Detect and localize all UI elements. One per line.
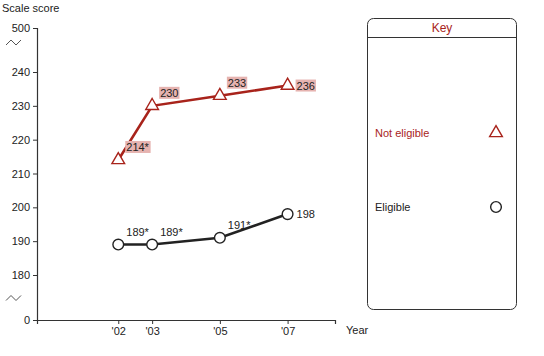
data-label-bg	[125, 226, 150, 238]
x-tick: '05	[213, 320, 227, 337]
legend-marker	[491, 202, 502, 213]
y-tick-label: 190	[12, 235, 30, 247]
y-tick-mark	[33, 241, 37, 242]
x-axis-line	[38, 321, 336, 325]
y-tick-label: 200	[12, 201, 30, 213]
y-tick-mark	[33, 106, 37, 107]
y-tick-label: 210	[12, 168, 30, 180]
y-tick-label: 220	[12, 134, 30, 146]
legend-label: Eligible	[375, 201, 410, 213]
series-line	[118, 214, 287, 244]
data-label: 198	[297, 208, 315, 220]
data-label: 236	[297, 80, 315, 92]
y-tick: 180	[12, 269, 37, 281]
data-label: 191*	[228, 219, 251, 231]
x-tick-label: '05	[213, 325, 227, 337]
y-tick: 200	[12, 201, 37, 213]
x-tick-mark	[220, 320, 221, 324]
y-tick-mark	[33, 72, 37, 73]
data-label-bg	[125, 141, 150, 153]
x-tick-mark	[118, 320, 119, 324]
data-label-group: 189*	[159, 226, 184, 238]
data-label-group: 191*	[227, 219, 252, 231]
y-tick: 230	[12, 100, 37, 112]
x-tick-label: '03	[145, 325, 159, 337]
data-label: 233	[228, 77, 246, 89]
data-label: 189*	[126, 226, 149, 238]
data-label: 230	[160, 87, 178, 99]
axis-break	[6, 40, 21, 45]
x-tick: '03	[145, 320, 159, 337]
data-label-bg	[296, 208, 316, 220]
y-tick: 190	[12, 235, 37, 247]
axis-break	[6, 296, 21, 301]
y-tick-label: 230	[12, 100, 30, 112]
y-tick-mark	[33, 207, 37, 208]
y-tick-label: 500	[12, 22, 30, 34]
x-tick-label: '02	[112, 325, 126, 337]
data-label-group: 230	[159, 87, 179, 99]
legend-label: Not eligible	[375, 127, 429, 139]
chart: 0 180 190 200 210 220 230 240 500 '02 '03 '05 '07 Sca…	[0, 0, 544, 356]
data-labels: 214* 230 233 236 189* 189* 191* 198	[125, 77, 316, 238]
x-axis-title: Year	[346, 324, 369, 336]
series-point	[113, 239, 124, 250]
legend-marker	[490, 126, 503, 137]
plot-marks	[112, 78, 294, 250]
y-tick-mark	[33, 140, 37, 141]
data-label-bg	[296, 80, 316, 92]
y-tick: 240	[12, 66, 37, 78]
y-tick-mark	[33, 320, 37, 321]
data-label-bg	[227, 219, 252, 231]
series-point	[215, 232, 226, 243]
data-label: 189*	[160, 226, 183, 238]
series-point	[281, 78, 294, 89]
series-point	[146, 98, 159, 109]
x-tick: '02	[112, 320, 126, 337]
data-label-group: 236	[296, 80, 316, 92]
series-point	[282, 209, 293, 220]
data-label-bg	[159, 226, 184, 238]
legend-divider	[368, 37, 517, 38]
x-tick-label: '07	[281, 325, 295, 337]
x-tick: '07	[281, 320, 295, 337]
y-tick-label: 180	[12, 269, 30, 281]
y-tick: 0	[24, 314, 37, 326]
y-tick: 500	[12, 22, 37, 34]
x-tick-mark	[152, 320, 153, 324]
legend: Key Not eligible Eligible	[368, 19, 517, 310]
y-tick: 210	[12, 168, 37, 180]
y-tick: 220	[12, 134, 37, 146]
data-label-bg	[227, 77, 247, 89]
x-axis: '02 '03 '05 '07	[38, 320, 336, 337]
y-axis-title: Scale score	[2, 2, 59, 14]
y-tick-mark	[33, 28, 37, 29]
data-label-group: 214*	[125, 141, 150, 153]
y-axis: 0 180 190 200 210 220 230 240 500	[12, 22, 38, 326]
y-tick-mark	[33, 275, 37, 276]
y-tick-label: 240	[12, 66, 30, 78]
legend-title: Key	[432, 21, 453, 35]
series-point	[214, 88, 227, 99]
data-label: 214*	[126, 141, 149, 153]
y-axis-line	[33, 29, 38, 321]
data-label-group: 189*	[125, 226, 150, 238]
legend-frame	[368, 19, 517, 310]
y-tick-mark	[33, 174, 37, 175]
data-label-group: 233	[227, 77, 247, 89]
series-point	[147, 239, 158, 250]
data-label-bg	[159, 87, 179, 99]
series-line	[118, 86, 287, 160]
y-tick-label: 0	[24, 314, 30, 326]
data-label-group: 198	[296, 208, 316, 220]
x-tick-mark	[288, 320, 289, 324]
series-point	[112, 153, 125, 164]
